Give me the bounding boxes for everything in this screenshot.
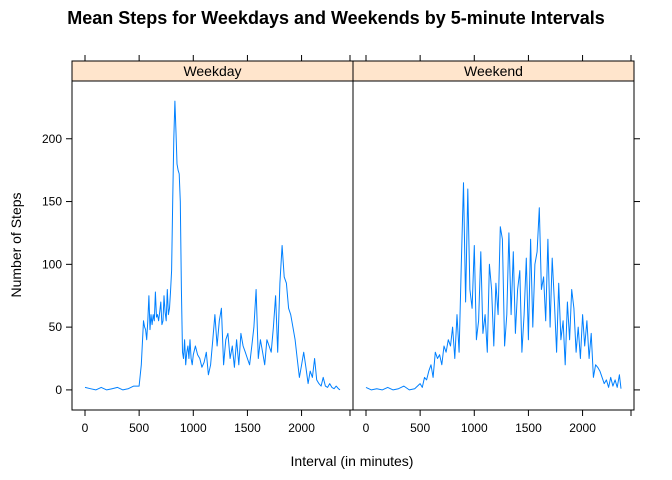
strip-label-weekday: Weekday (183, 63, 241, 79)
strip-label-weekend: Weekend (464, 63, 523, 79)
y-tick-label: 200 (42, 132, 62, 146)
panel-frame-weekday (71, 80, 354, 411)
x-tick-label-weekend: 1500 (515, 421, 542, 435)
y-axis-label: Number of Steps (8, 192, 24, 297)
x-tick-label-weekend: 0 (363, 421, 370, 435)
x-tick-label-weekend: 1000 (461, 421, 488, 435)
y-tick-label: 150 (42, 195, 62, 209)
chart-title: Mean Steps for Weekdays and Weekends by … (67, 8, 605, 28)
x-tick-label-weekday: 1500 (234, 421, 261, 435)
x-tick-label-weekday: 2000 (288, 421, 315, 435)
panel-frame-weekend (352, 80, 635, 411)
x-tick-label-weekend: 2000 (569, 421, 596, 435)
y-tick-label: 50 (49, 320, 63, 334)
x-tick-label-weekday: 0 (82, 421, 89, 435)
series-line-weekend (365, 182, 622, 391)
x-tick-label-weekend: 500 (410, 421, 430, 435)
x-tick-label-weekday: 1000 (180, 421, 207, 435)
y-tick-label: 0 (55, 383, 62, 397)
x-tick-label-weekday: 500 (129, 421, 149, 435)
x-axis-label: Interval (in minutes) (291, 453, 414, 469)
series-line-weekday (84, 100, 341, 391)
y-tick-label: 100 (42, 257, 62, 271)
